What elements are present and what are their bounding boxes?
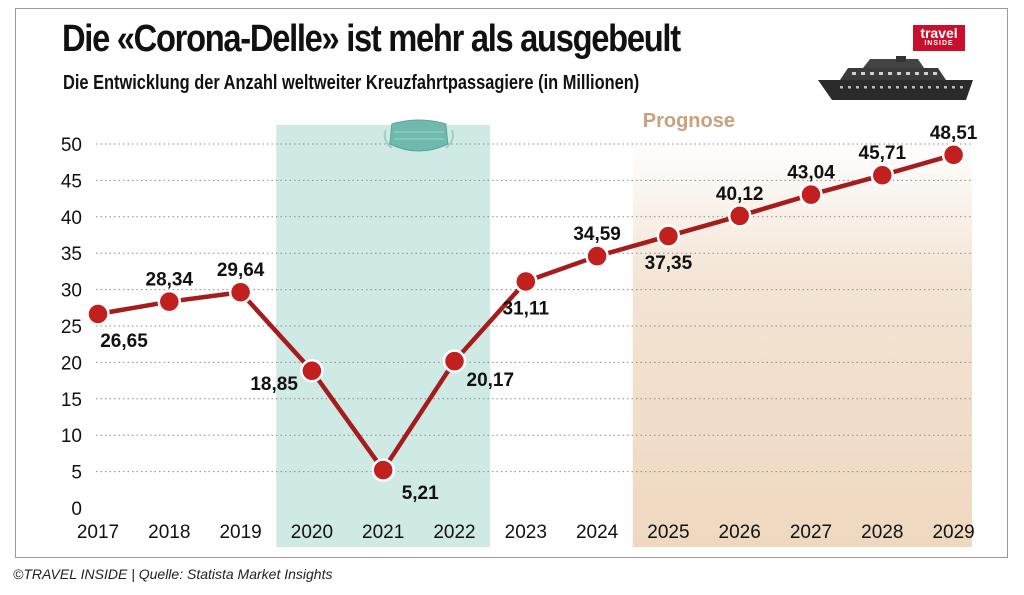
face-mask-icon	[383, 119, 454, 152]
data-label: 34,59	[573, 224, 621, 245]
data-point	[727, 204, 752, 228]
data-point	[228, 280, 253, 304]
x-tick-label: 2022	[433, 522, 475, 543]
data-point	[86, 302, 110, 326]
x-tick-label: 2028	[861, 522, 903, 543]
y-tick-label: 15	[61, 390, 82, 411]
x-tick-label: 2025	[647, 522, 689, 543]
x-tick-label: 2026	[719, 522, 761, 543]
data-label: 5,21	[402, 483, 439, 504]
forecast-band	[632, 140, 972, 547]
data-point	[799, 182, 823, 207]
x-tick-label: 2029	[932, 522, 974, 543]
y-tick-label: 10	[61, 426, 82, 447]
x-tick-label: 2023	[505, 522, 547, 543]
data-label: 29,64	[217, 260, 265, 281]
data-point	[870, 163, 895, 187]
travel-inside-logo: travel INSIDE	[913, 25, 965, 51]
y-tick-label: 25	[61, 317, 82, 338]
x-tick-label: 2020	[291, 522, 333, 543]
data-label: 20,17	[467, 370, 515, 391]
chart-title: Die «Corona-Delle» ist mehr als ausgebeu…	[62, 18, 681, 60]
data-label: 43,04	[787, 163, 835, 184]
logo-line2: INSIDE	[924, 40, 954, 47]
data-point	[941, 143, 966, 167]
cruise-ship-icon	[818, 56, 973, 100]
data-label: 40,12	[716, 184, 764, 205]
data-point	[585, 244, 609, 268]
data-label: 18,85	[250, 374, 298, 395]
source-footer: ©TRAVEL INSIDE | Quelle: Statista Market…	[13, 566, 333, 582]
x-tick-label: 2019	[219, 522, 261, 543]
x-tick-label: 2024	[576, 522, 619, 543]
x-tick-label: 2027	[790, 522, 832, 543]
data-point	[514, 269, 538, 294]
data-point	[157, 289, 182, 314]
y-tick-label: 5	[71, 463, 82, 484]
x-tick-label: 2021	[362, 522, 404, 543]
y-tick-label: 50	[61, 135, 82, 156]
data-point	[442, 349, 467, 373]
forecast-label: Prognose	[643, 110, 735, 132]
y-tick-label: 35	[61, 244, 82, 265]
y-tick-label: 20	[61, 353, 82, 374]
y-tick-label: 40	[61, 208, 82, 229]
x-tick-label: 2018	[148, 522, 190, 543]
data-point	[371, 458, 395, 482]
data-label: 26,65	[100, 331, 148, 352]
covid-band	[276, 125, 491, 547]
y-tick-label: 0	[71, 499, 82, 520]
data-label: 31,11	[503, 299, 550, 320]
data-point	[300, 359, 324, 383]
data-label: 37,35	[645, 253, 693, 274]
x-tick-label: 2017	[77, 522, 119, 543]
data-point	[656, 224, 681, 248]
logo-line1: travel	[920, 25, 958, 41]
y-tick-label: 30	[61, 281, 82, 302]
data-label: 45,71	[859, 143, 907, 164]
y-tick-label: 45	[61, 171, 82, 192]
chart-subtitle: Die Entwicklung der Anzahl weltweiter Kr…	[63, 72, 640, 94]
data-label: 48,51	[930, 123, 978, 144]
data-label: 28,34	[146, 270, 194, 291]
